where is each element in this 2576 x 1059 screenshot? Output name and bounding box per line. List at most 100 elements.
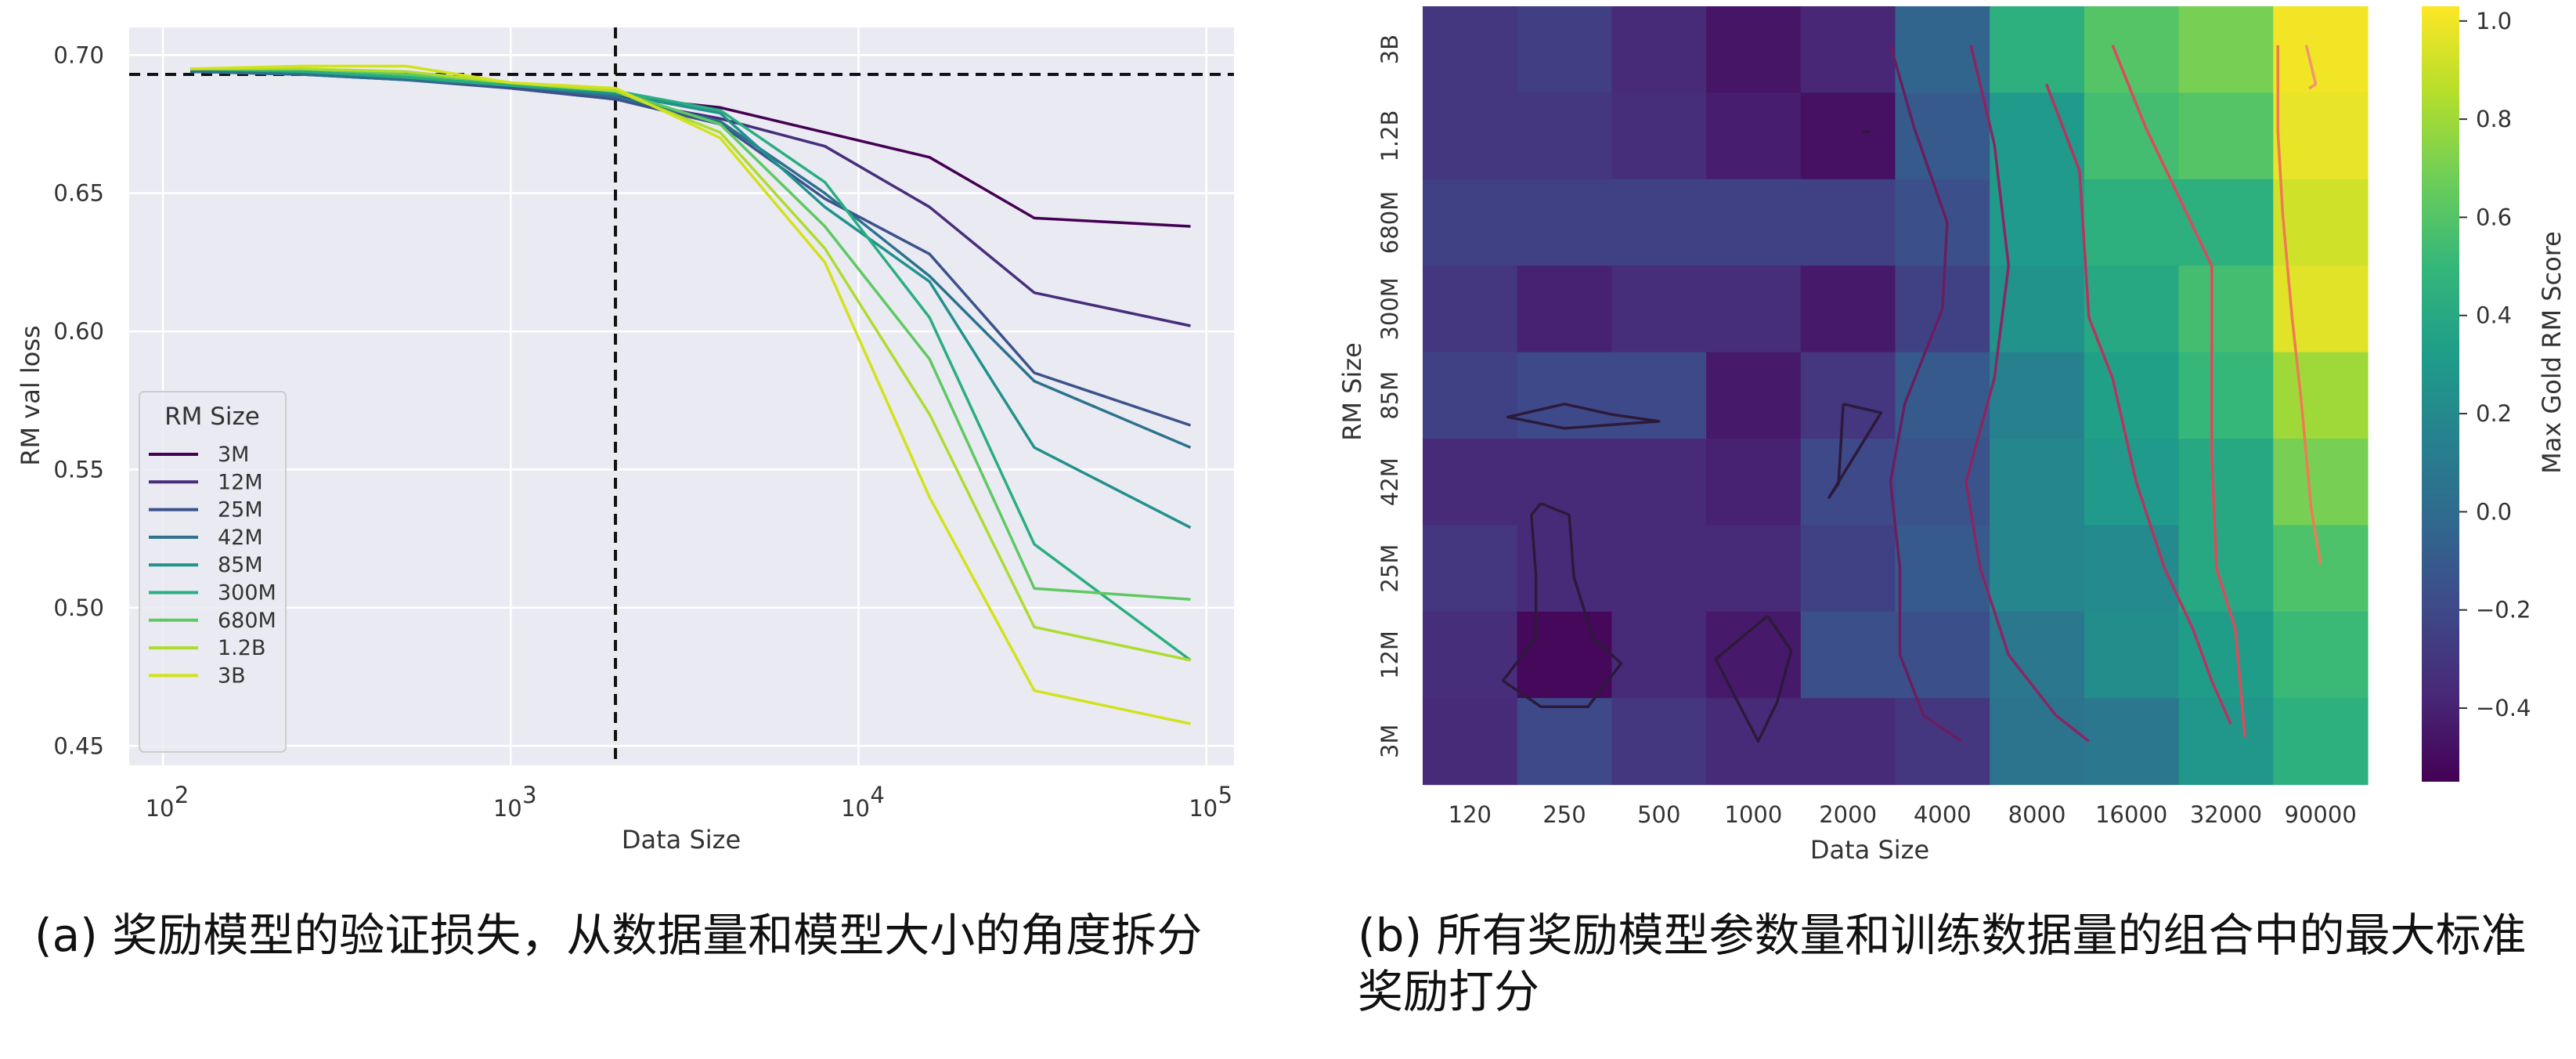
heatmap-cell bbox=[1706, 525, 1802, 613]
legend-items: 3M 12M 25M 42M 85M 300M 680M 1.2B 3B bbox=[149, 443, 276, 688]
y-axis-label-b: RM Size bbox=[1337, 342, 1367, 441]
legend-label: 300M bbox=[218, 581, 276, 605]
heatmap-cell bbox=[1611, 179, 1707, 266]
heatmap-cell bbox=[1800, 352, 1896, 439]
contour-line bbox=[2304, 45, 2318, 90]
heatmap-cell bbox=[1895, 92, 1990, 180]
heatmap-cell bbox=[1895, 352, 1990, 439]
x-tick-label: 90000 bbox=[2285, 801, 2357, 828]
x-tick-label: 1000 bbox=[1725, 801, 1783, 828]
heatmap-cell bbox=[1611, 6, 1707, 93]
heatmap-cell bbox=[1423, 352, 1518, 439]
y-tick-labels-b: 3B 1.2B 680M 300M 85M 42M 25M 12M 3M bbox=[1376, 34, 1403, 758]
heatmap-cell bbox=[1895, 698, 1990, 786]
heatmap-cell bbox=[1611, 698, 1707, 786]
heatmap-cell bbox=[1990, 611, 2085, 699]
contour-line bbox=[2044, 83, 2232, 725]
y-tick-label: 300M bbox=[1376, 277, 1403, 340]
heatmap-cell bbox=[2273, 698, 2369, 786]
grid-lines-a bbox=[129, 27, 1234, 765]
y-tick-label: 680M bbox=[1376, 191, 1403, 254]
heatmap-cell bbox=[2273, 179, 2369, 266]
y-axis-label-a: RM val loss bbox=[16, 325, 45, 465]
x-axis-label-a: Data Size bbox=[622, 825, 741, 855]
heatmap-cell bbox=[1800, 698, 1896, 786]
legend-label: 25M bbox=[218, 498, 263, 522]
contour-line bbox=[2276, 45, 2322, 565]
heatmap-cell bbox=[1800, 611, 1896, 699]
contour-line bbox=[1827, 403, 1883, 499]
heatmap-cell bbox=[1800, 439, 1896, 526]
heatmap-cell bbox=[1611, 439, 1707, 526]
heatmap-cell bbox=[1990, 179, 2085, 266]
legend-label: 85M bbox=[218, 553, 263, 577]
heatmap-cell bbox=[1990, 439, 2085, 526]
heatmap-cell bbox=[2084, 266, 2180, 353]
heatmap-cell bbox=[1423, 611, 1518, 699]
contour-line bbox=[2111, 45, 2246, 738]
heatmap-cell bbox=[2084, 6, 2180, 93]
heatmap-cell bbox=[1423, 266, 1518, 353]
plot-area-a bbox=[129, 27, 1234, 765]
heatmap-cell bbox=[2178, 266, 2274, 353]
heatmap-cell bbox=[1611, 352, 1707, 439]
heatmap-cell bbox=[1800, 179, 1896, 266]
x-tick-labels-b: 120 250 500 1000 2000 4000 8000 16000 32000 90000 bbox=[1449, 801, 2357, 828]
x-tick-label: 10 bbox=[841, 795, 870, 822]
x-tick-exponent: 3 bbox=[522, 782, 536, 808]
x-axis-label-b: Data Size bbox=[1810, 835, 1929, 865]
heatmap-cell bbox=[1706, 179, 1802, 266]
heatmap-cell bbox=[1611, 611, 1707, 699]
heatmap-cell bbox=[2273, 525, 2369, 613]
series-lines bbox=[190, 64, 1192, 725]
legend-label: 680M bbox=[218, 609, 276, 633]
y-tick-label: 0.45 bbox=[53, 732, 104, 759]
heatmap-cell bbox=[1423, 179, 1518, 266]
heatmap-cell bbox=[1423, 698, 1518, 786]
x-tick-label: 16000 bbox=[2095, 801, 2167, 828]
x-tick-exponent: 2 bbox=[175, 782, 189, 808]
heatmap-cell bbox=[1423, 439, 1518, 526]
colorbar-tick-label: 0.0 bbox=[2476, 498, 2512, 525]
heatmap-cell bbox=[2084, 179, 2180, 266]
line-chart: 10 2 10 3 10 4 10 5 0.450.500.550.600.650.70 Da… bbox=[16, 27, 1234, 855]
heatmap-cell bbox=[1895, 179, 1990, 266]
heatmap-cell bbox=[2273, 352, 2369, 439]
series-line-3b bbox=[190, 64, 1191, 725]
heatmap-cell bbox=[1706, 92, 1802, 180]
contour-line bbox=[1501, 502, 1623, 708]
y-tick-label: 0.55 bbox=[53, 456, 104, 483]
heatmap-cell bbox=[1706, 6, 1802, 93]
heatmap-cell bbox=[2178, 352, 2274, 439]
y-tick-label: 0.65 bbox=[53, 180, 104, 207]
heatmap-cell bbox=[2178, 439, 2274, 526]
heatmap-cell bbox=[1517, 698, 1612, 786]
heatmap-cell bbox=[1611, 266, 1707, 353]
y-tick-label: 12M bbox=[1376, 631, 1403, 679]
x-tick-label: 120 bbox=[1449, 801, 1492, 828]
x-tick-label: 10 bbox=[146, 795, 175, 822]
caption-b: (b) 所有奖励模型参数量和训练数据量的组合中的最大标准奖励打分 bbox=[1358, 909, 2527, 1018]
heatmap-cell bbox=[1706, 439, 1802, 526]
heatmap-cell bbox=[1706, 266, 1802, 353]
heatmap-cell bbox=[1517, 611, 1612, 699]
colorbar-tick-label: 0.2 bbox=[2476, 400, 2512, 427]
heatmap-cell bbox=[2084, 352, 2180, 439]
x-tick-labels-a: 10 2 10 3 10 4 10 5 bbox=[146, 782, 1232, 822]
heatmap-cell bbox=[1800, 525, 1896, 613]
heatmap-cell bbox=[1517, 179, 1612, 266]
heatmap-cell bbox=[1611, 525, 1707, 613]
heatmap-cell bbox=[1517, 266, 1612, 353]
colorbar-tick-label: 0.6 bbox=[2476, 204, 2512, 230]
colorbar-tick-label: 0.8 bbox=[2476, 106, 2512, 132]
x-tick-label: 500 bbox=[1637, 801, 1680, 828]
heatmap-cell bbox=[1990, 525, 2085, 613]
heatmap-cell bbox=[1895, 611, 1990, 699]
heatmap-cell bbox=[2273, 611, 2369, 699]
legend-box bbox=[139, 391, 287, 753]
heatmap-cell bbox=[1990, 352, 2085, 439]
legend-label: 42M bbox=[218, 526, 263, 550]
x-tick-label: 2000 bbox=[1819, 801, 1877, 828]
heatmap-cell bbox=[2084, 439, 2180, 526]
